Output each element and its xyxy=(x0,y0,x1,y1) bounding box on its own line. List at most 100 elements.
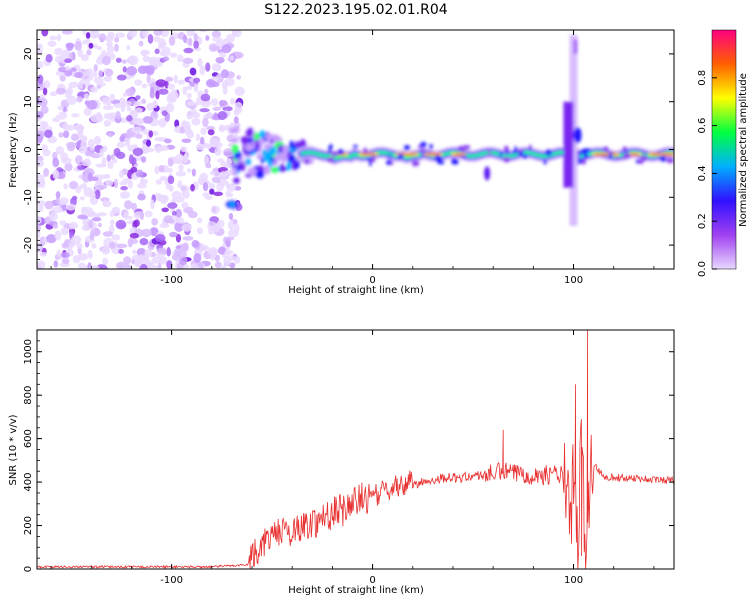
spectrogram-noise-blob xyxy=(193,40,199,49)
spectrogram-noise-blob xyxy=(113,43,119,52)
spectrogram-y-tick-label: 0 xyxy=(23,146,34,152)
snr-y-label: SNR (10 * v/v) xyxy=(8,414,19,485)
spectrogram-track-fringe xyxy=(397,153,405,158)
spectrogram-noise-blob xyxy=(71,195,78,201)
spectrogram-noise-blob xyxy=(102,257,109,266)
spectrogram-noise-blob xyxy=(208,182,216,191)
spectrogram-noise-blob xyxy=(150,199,155,210)
spectrogram-noise-blob xyxy=(200,244,210,251)
spectrogram-noise-blob xyxy=(101,246,111,255)
spectrogram-noise-blob xyxy=(210,46,221,51)
spectrogram-noise-blob xyxy=(187,210,198,219)
spectrogram-noise-blob xyxy=(134,79,143,86)
spectrogram-noise-blob xyxy=(131,249,137,254)
spectrogram-track-fringe xyxy=(503,145,509,152)
spectrogram-noise-blob xyxy=(175,170,186,177)
spectrogram-noise-blob xyxy=(167,202,178,209)
spectrogram-noise-blob xyxy=(55,114,61,123)
spectrogram-noise-blob xyxy=(95,163,107,168)
spectrogram-noise-blob xyxy=(227,220,235,230)
spectrogram-transition-blob xyxy=(263,143,272,149)
spectrogram-noise-blob xyxy=(182,57,194,64)
spectrogram-noise-blob xyxy=(83,107,92,116)
spectrogram-noise-blob xyxy=(65,203,76,211)
spectrogram-noise-blob xyxy=(37,215,42,225)
spectrogram-noise-blob xyxy=(214,147,222,156)
spectrogram-noise-blob xyxy=(183,153,188,164)
spectrogram-noise-blob xyxy=(229,97,236,105)
spectrogram-noise-blob xyxy=(37,174,45,182)
spectrogram-noise-blob xyxy=(202,117,209,128)
spectrogram-noise-blob xyxy=(193,33,198,42)
spectrogram-noise-blob xyxy=(191,117,201,126)
spectrogram-noise-blob xyxy=(158,165,165,173)
spectrogram-noise-blob xyxy=(179,126,185,134)
spectrogram-spike-body xyxy=(563,101,574,188)
spectrogram-noise-blob xyxy=(190,263,199,269)
spectrogram-noise-blob xyxy=(58,132,64,138)
spectrogram-noise-blob xyxy=(142,30,149,38)
spectrogram-noise-blob xyxy=(116,243,128,249)
spectrogram-noise-blob xyxy=(134,107,143,114)
spectrogram-track-fringe xyxy=(503,156,511,163)
spectrogram-noise-blob xyxy=(37,159,45,168)
spectrogram-noise-blob xyxy=(77,262,87,269)
spectrogram-track-fringe xyxy=(403,145,411,151)
spectrogram-transition-blob xyxy=(254,147,259,152)
spectrogram-noise-blob xyxy=(174,92,179,99)
spectrogram-noise-blob xyxy=(221,44,232,54)
spectrogram-noise-blob xyxy=(61,49,70,56)
spectrogram-noise-blob xyxy=(112,158,118,164)
spectrogram-noise-blob xyxy=(125,140,130,147)
spectrogram-noise-blob xyxy=(204,88,209,95)
spectrogram-transition-blob xyxy=(270,166,279,174)
spectrogram-transition-blob xyxy=(289,140,295,149)
spectrogram-noise-blob xyxy=(80,54,89,62)
spectrogram-noise-blob xyxy=(92,70,98,78)
spectrogram-transition-blob xyxy=(241,137,249,145)
spectrogram-noise-blob xyxy=(208,228,215,235)
spectrogram-transition-blob xyxy=(232,166,237,176)
spectrogram-noise-blob xyxy=(37,200,46,207)
spectrogram-noise-blob xyxy=(211,176,222,184)
spectrogram-noise-blob xyxy=(228,192,234,198)
spectrogram-noise-blob xyxy=(102,145,108,153)
spectrogram-noise-blob xyxy=(49,35,58,41)
spectrogram-noise-blob xyxy=(89,144,95,151)
spectrogram-noise-blob xyxy=(193,83,199,93)
spectrogram-noise-blob xyxy=(191,112,201,119)
colorbar-label: Normalized spectral amplitude xyxy=(738,73,749,227)
spectrogram-noise-blob xyxy=(52,157,60,168)
spectrogram-noise-blob xyxy=(180,184,187,194)
spectrogram-noise-blob xyxy=(123,211,129,221)
colorbar-ticks: 0.0 0.2 0.4 0.6 0.8 xyxy=(697,70,717,277)
spectrogram-noise-blob xyxy=(77,214,89,220)
spectrogram-noise-blob xyxy=(142,116,153,124)
spectrogram-noise-blob xyxy=(80,140,88,150)
spectrogram-track-fringe xyxy=(488,153,492,157)
colorbar-tick-label: 0.2 xyxy=(697,213,708,229)
spectrogram-noise-blob xyxy=(196,217,203,224)
spectrogram-x-label: Height of straight line (km) xyxy=(288,285,424,296)
spectrogram-noise-blob xyxy=(135,133,143,139)
spectrogram-noise-blob xyxy=(152,36,161,43)
spectrogram-noise-blob xyxy=(211,63,222,72)
spectrogram-noise-blob xyxy=(61,242,69,249)
spectrogram-track-fringe xyxy=(462,145,471,150)
snr-x-ticks: -100 0 100 xyxy=(50,330,655,586)
spectrogram-noise-blob xyxy=(54,47,63,56)
spectrogram-y-tick-label: -20 xyxy=(23,237,34,253)
spectrogram-noise-blob xyxy=(106,154,111,163)
snr-x-tick-label: 100 xyxy=(564,575,583,586)
spectrogram-noise-blob xyxy=(64,58,72,64)
spectrogram-noise-blob xyxy=(153,30,163,36)
spectrogram-track-fringe xyxy=(622,146,628,151)
spectrogram-noise-blob xyxy=(60,252,70,259)
spectrogram-noise-blob xyxy=(104,174,111,179)
spectrogram-noise-blob xyxy=(151,218,158,226)
spectrogram-noise-blob xyxy=(103,199,108,207)
spectrogram-noise-blob xyxy=(154,137,164,142)
spectrogram-track-fringe xyxy=(333,151,340,156)
spectrogram-noise-blob xyxy=(113,103,124,108)
